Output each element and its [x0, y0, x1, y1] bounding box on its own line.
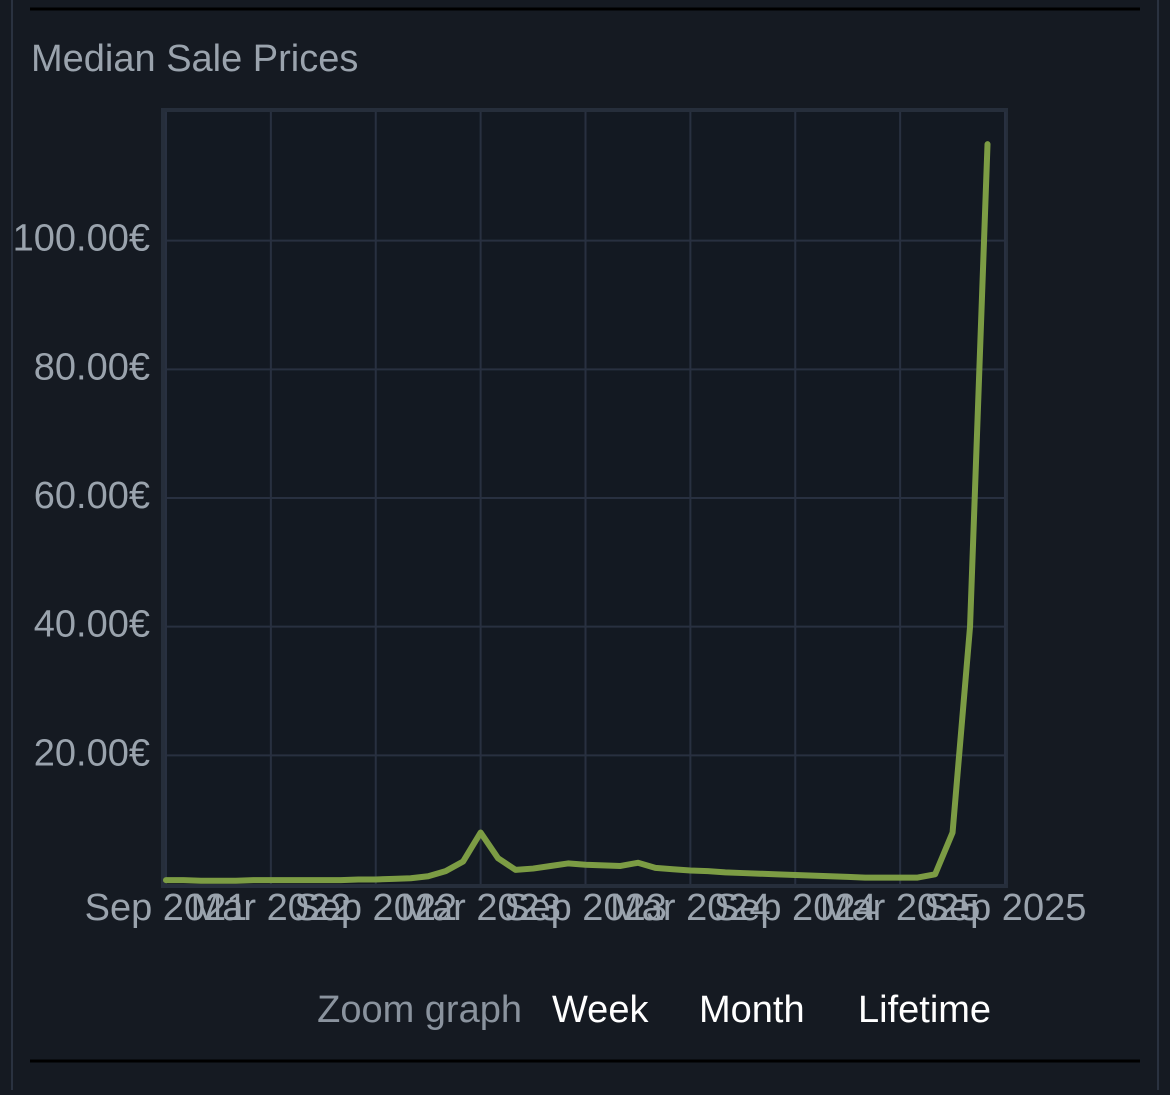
x-tick-label: Mar 2023	[400, 887, 561, 929]
x-tick-label: Sep 2025	[924, 887, 1087, 929]
y-tick-label: 100.00€	[13, 218, 150, 260]
x-tick-label: Sep 2024	[714, 887, 877, 929]
price-line	[163, 141, 991, 884]
x-tick-label: Mar 2024	[610, 887, 771, 929]
y-tick-label: 60.00€	[34, 475, 150, 517]
zoom-option[interactable]: Week	[552, 989, 649, 1031]
x-tick-label: Sep 2022	[294, 887, 457, 929]
x-tick-label: Sep 2023	[504, 887, 667, 929]
zoom-label: Zoom graph	[317, 989, 522, 1031]
y-tick-label: 20.00€	[34, 732, 150, 774]
x-tick-label: Sep 2021	[85, 887, 248, 929]
y-tick-label: 40.00€	[34, 604, 150, 646]
y-tick-label: 80.00€	[34, 346, 150, 388]
x-tick-label: Mar 2022	[191, 887, 352, 929]
zoom-option[interactable]: Month	[699, 989, 805, 1031]
zoom-option[interactable]: Lifetime	[858, 989, 991, 1031]
chart-title: Median Sale Prices	[31, 38, 358, 80]
x-tick-label: Mar 2025	[820, 887, 981, 929]
